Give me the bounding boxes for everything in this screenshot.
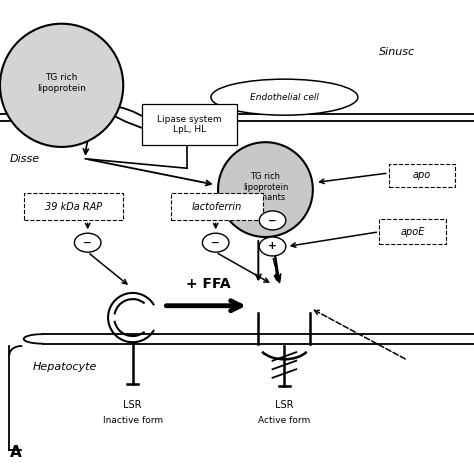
Ellipse shape (259, 237, 286, 256)
Text: −: − (268, 215, 277, 226)
Ellipse shape (74, 233, 101, 252)
Text: −: − (211, 237, 220, 248)
Text: Active form: Active form (258, 417, 310, 425)
Ellipse shape (212, 114, 224, 121)
Bar (389, 164, 455, 187)
Text: 39 kDa RAP: 39 kDa RAP (45, 201, 102, 212)
Bar (171, 193, 263, 220)
Text: Disse: Disse (9, 154, 40, 164)
Text: apoE: apoE (400, 227, 425, 237)
Text: +: + (268, 240, 277, 251)
Text: A: A (9, 445, 21, 460)
Text: TG rich
lipoprotein: TG rich lipoprotein (37, 73, 86, 92)
Circle shape (0, 24, 123, 147)
Text: apo: apo (413, 170, 431, 181)
Ellipse shape (211, 79, 358, 115)
Circle shape (218, 142, 313, 237)
Text: −: − (83, 237, 92, 248)
Text: lactoferrin: lactoferrin (191, 201, 242, 212)
Text: Sinusc: Sinusc (379, 47, 415, 57)
Ellipse shape (99, 114, 110, 121)
Text: Hepatocyte: Hepatocyte (33, 362, 98, 373)
Text: Inactive form: Inactive form (103, 417, 163, 425)
Bar (379, 219, 446, 244)
Text: LSR: LSR (123, 400, 142, 410)
Bar (24, 193, 123, 220)
Ellipse shape (259, 211, 286, 230)
Text: LSR: LSR (275, 400, 294, 410)
Text: Endothelial cell: Endothelial cell (250, 93, 319, 101)
Text: TG rich
lipoprotein
remnants: TG rich lipoprotein remnants (243, 173, 288, 202)
Ellipse shape (202, 233, 229, 252)
Bar (142, 104, 237, 145)
Text: Lipase system
LpL, HL: Lipase system LpL, HL (157, 115, 222, 134)
Text: + FFA: + FFA (186, 277, 231, 292)
